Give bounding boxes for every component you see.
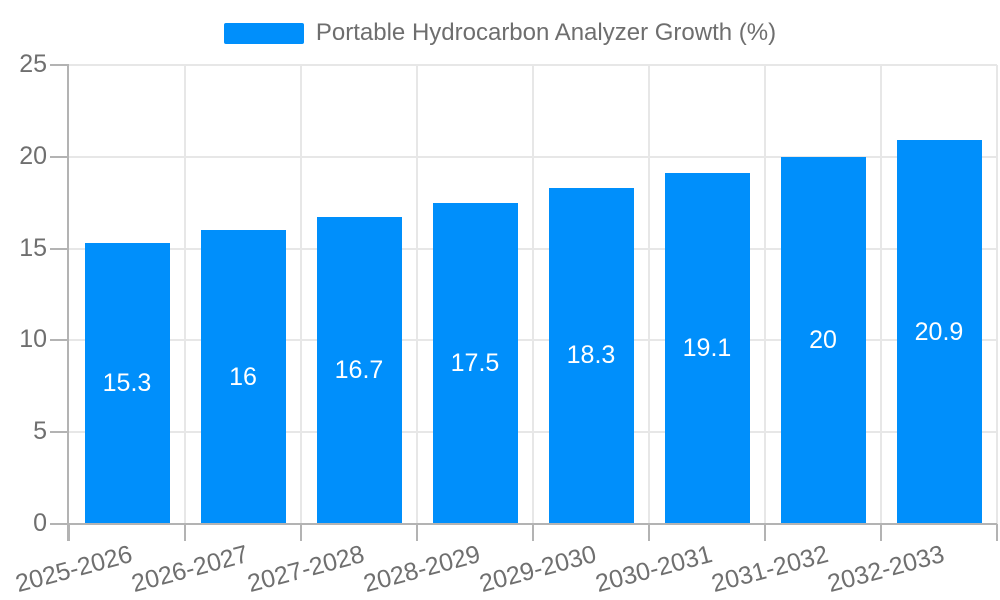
y-axis-tick-label: 20 (19, 141, 47, 170)
gridline-vertical (184, 65, 186, 524)
bar-value-label: 19.1 (682, 334, 732, 363)
bar[interactable]: 15.3 (84, 243, 170, 524)
gridline-vertical (532, 65, 534, 524)
gridline-vertical (648, 65, 650, 524)
y-axis-tick-label: 0 (33, 509, 47, 537)
gridline-vertical (300, 65, 302, 524)
bar[interactable]: 16.7 (316, 217, 402, 524)
gridline-vertical (764, 65, 766, 524)
x-axis-tick (764, 524, 766, 541)
y-axis-tick-label: 25 (19, 50, 47, 78)
y-axis-tick (50, 155, 69, 158)
x-axis-tick (648, 524, 650, 541)
gridline-vertical (416, 65, 418, 524)
x-axis-tick (300, 524, 302, 541)
bar[interactable]: 18.3 (548, 188, 634, 524)
y-axis-tick-label: 5 (33, 417, 47, 446)
x-axis-category-label: 2029-2030 (476, 540, 600, 599)
x-axis-tick (184, 524, 186, 541)
x-axis-category-label: 2032-2033 (824, 540, 948, 599)
bar-value-label: 16 (229, 362, 257, 391)
x-axis-category-label: 2028-2029 (360, 540, 484, 599)
x-axis-category-label: 2030-2031 (592, 540, 716, 599)
y-axis-tick (50, 523, 69, 525)
x-axis-tick (68, 524, 70, 541)
x-axis-tick (880, 524, 882, 541)
y-axis-tick (50, 247, 69, 250)
bar-value-label: 18.3 (566, 341, 616, 370)
y-axis-tick (50, 339, 69, 342)
x-axis-tick (996, 524, 998, 541)
x-axis-category-label: 2025-2026 (12, 540, 136, 599)
bar[interactable]: 20 (780, 156, 866, 524)
bar[interactable]: 20.9 (896, 140, 982, 524)
bar-value-label: 20 (809, 325, 837, 354)
gridline-vertical (996, 65, 998, 524)
gridline-vertical (880, 65, 882, 524)
bar-value-label: 15.3 (102, 369, 152, 398)
y-axis-tick (50, 64, 69, 66)
bar[interactable]: 16 (200, 230, 286, 524)
legend-marker-icon (223, 22, 304, 44)
bar[interactable]: 17.5 (432, 202, 518, 524)
legend-label: Portable Hydrocarbon Analyzer Growth (%) (315, 19, 777, 46)
bar-value-label: 20.9 (914, 317, 964, 346)
bar[interactable]: 19.1 (664, 173, 750, 524)
chart-legend-item[interactable]: Portable Hydrocarbon Analyzer Growth (%) (0, 19, 1000, 46)
x-axis-category-label: 2026-2027 (128, 540, 252, 599)
x-axis-category-label: 2031-2032 (708, 540, 832, 599)
bar-value-label: 16.7 (334, 356, 384, 385)
x-axis-tick (532, 524, 534, 541)
y-axis-line (67, 65, 69, 541)
x-axis-category-label: 2027-2028 (244, 540, 368, 599)
y-axis-tick-label: 15 (19, 233, 47, 262)
y-axis-tick (50, 431, 69, 434)
bar-value-label: 17.5 (450, 348, 500, 377)
y-axis-tick-label: 10 (19, 325, 47, 354)
x-axis-tick (416, 524, 418, 541)
